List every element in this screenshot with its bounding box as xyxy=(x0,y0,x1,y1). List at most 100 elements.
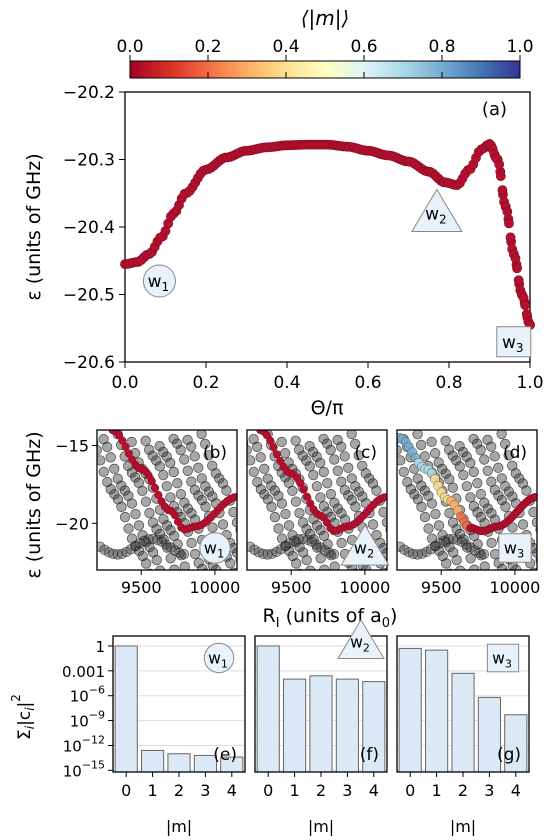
panel-d-gray-point xyxy=(539,565,549,575)
panel-c-gray-point xyxy=(276,498,288,509)
panel-c-gray-point xyxy=(315,457,326,469)
panel-b-gray-point xyxy=(168,466,179,478)
marker-w2-triangle: w2 xyxy=(337,618,385,660)
panel-c-gray-point xyxy=(329,454,340,465)
panel-d-gray-point xyxy=(482,465,493,476)
panel-d-gray-point xyxy=(479,497,490,508)
panel-g: 0 1 2 3 4 (g) |m| w3 xyxy=(396,635,530,836)
panel-c-gray-point xyxy=(259,463,270,474)
panel-c-gray-point xyxy=(280,448,291,459)
panel-d-gray-point xyxy=(440,468,451,479)
panel-d-gray-point xyxy=(475,489,487,500)
panel-b-gray-point xyxy=(126,498,138,509)
panel-c-gray-point xyxy=(339,484,351,496)
panel-d-gray-point xyxy=(479,561,490,570)
panel-d-gray-point xyxy=(517,519,529,530)
panel-d-gray-point xyxy=(419,511,431,523)
panel-g-bar xyxy=(398,647,422,773)
panel-c-gray-point xyxy=(350,438,361,450)
marker-label: w2 xyxy=(354,539,374,561)
panel-c-gray-point xyxy=(360,468,371,479)
panel-b-gray-point xyxy=(123,523,134,534)
panel-f: 0 1 2 3 4 (f) |m| w2 xyxy=(254,618,388,836)
panel-c-gray-point xyxy=(378,506,387,518)
panel-d-frame xyxy=(396,429,538,571)
colorbar-tick-label: 0.4 xyxy=(272,37,299,57)
panel-a-xtick-label: 0.0 xyxy=(111,373,138,393)
panel-b-gray-point xyxy=(130,508,141,520)
marker-label: w2 xyxy=(350,633,370,655)
panel-d-gray-point xyxy=(472,438,483,449)
panel-a-point xyxy=(497,185,508,196)
colorbar-label: ⟨|m|⟩ xyxy=(301,6,350,30)
panel-b-gray-point xyxy=(165,492,176,503)
marker-w2-triangle: w2 xyxy=(340,524,390,566)
panels-bcd: 9500 10000 −15 −20 (b) w1 9500 10000 (c) w2 9500 10… xyxy=(55,429,554,597)
panel-b-gray-point xyxy=(108,548,119,560)
panel-g-xtick-label: 2 xyxy=(458,781,468,800)
panel-d-gray-point xyxy=(546,542,554,552)
panel-d-gray-point xyxy=(500,438,511,450)
marker-square-shape xyxy=(498,533,532,563)
panel-c-gray-point xyxy=(291,558,302,569)
panel-c-gray-point xyxy=(235,433,245,443)
panel-a-point xyxy=(502,206,513,217)
panel-d-label: (d) xyxy=(503,443,527,463)
panel-d-gray-point xyxy=(430,508,441,520)
panel-d-gray-point xyxy=(475,444,486,456)
panel-b-red-point xyxy=(147,477,156,486)
panel-d-gray-point xyxy=(458,469,469,481)
panel-c-gray-point xyxy=(301,554,312,566)
panel-d-gray-point xyxy=(473,574,483,584)
panel-a-xtick-label: 1.0 xyxy=(516,373,543,393)
panel-d-gray-point xyxy=(430,448,441,459)
panel-a-point xyxy=(505,232,516,243)
panel-c-red-point xyxy=(299,485,308,494)
panel-c-gray-point xyxy=(336,508,347,519)
panel-b-gray-point xyxy=(210,468,221,479)
panel-d-gray-point xyxy=(503,450,514,461)
panel-e-bar xyxy=(141,749,165,773)
panel-d-gray-point xyxy=(412,430,423,440)
panel-c-gray-point xyxy=(332,465,343,476)
panel-c-gray-point xyxy=(301,455,312,466)
panel-f-xtick-label: 2 xyxy=(316,781,326,800)
panel-c-red-point xyxy=(296,478,305,488)
panel-b-gray-point xyxy=(161,451,172,462)
panel-a-xtick-label: 0.2 xyxy=(192,373,219,393)
panel-b-gray-point xyxy=(133,520,145,531)
panel-b-gray-point xyxy=(231,547,237,559)
panel-g-xtick-label: 4 xyxy=(511,781,521,800)
panel-e-xtick-label: 0 xyxy=(121,781,131,800)
panel-c-gray-point xyxy=(290,435,301,446)
marker-w1-circle: w1 xyxy=(199,532,231,564)
panel-b-gray-point xyxy=(173,574,183,584)
panel-b-gray-point xyxy=(189,484,201,496)
panel-g-bar xyxy=(451,672,475,773)
marker-label: w3 xyxy=(502,333,524,355)
panel-c-gray-point xyxy=(304,441,315,452)
marker-label: w1 xyxy=(208,649,228,671)
panel-c-gray-point xyxy=(353,450,364,461)
colorbar-tick-label: 1.0 xyxy=(506,37,533,57)
panel-c-gray-point xyxy=(308,469,319,481)
panel-b-label: (b) xyxy=(203,443,227,463)
panel-a-point xyxy=(520,300,531,311)
panel-b-gray-point xyxy=(147,517,159,528)
panel-c-gray-point xyxy=(293,534,304,545)
colorbar-tick-label: 0.0 xyxy=(116,37,143,57)
panel-d-gray-point xyxy=(454,461,465,472)
panel-d-gray-point xyxy=(465,492,476,503)
panel-c-gray-point xyxy=(350,501,361,512)
panel-d-gray-point xyxy=(475,511,487,523)
panel-g-frame xyxy=(396,635,530,773)
panel-c-gray-point xyxy=(329,497,340,508)
panel-c-gray-point xyxy=(247,445,252,456)
panel-d-gray-point xyxy=(465,457,476,469)
panel-d-gray-point xyxy=(531,517,537,528)
panel-b-gray-point xyxy=(102,441,113,453)
panel-d-gray-point xyxy=(500,501,511,512)
panel-c-gray-point xyxy=(371,485,382,496)
panel-c-gray-point xyxy=(367,519,379,530)
panel-d-gray-point xyxy=(543,535,553,545)
